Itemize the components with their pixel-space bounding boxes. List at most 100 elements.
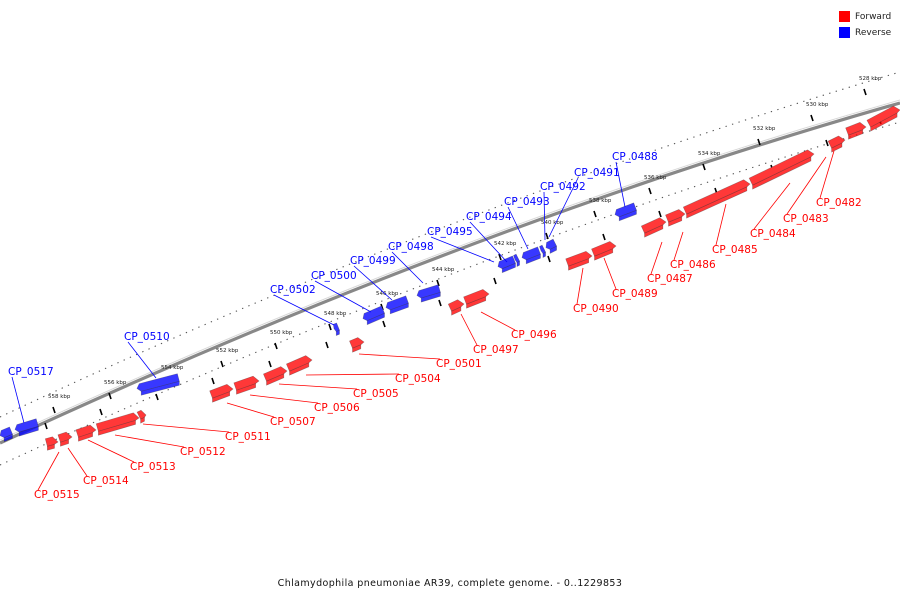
gene-cp-0487[interactable] — [640, 217, 667, 238]
gene-label[interactable]: CP_0517 — [8, 366, 54, 378]
tick-label: 544 kbp — [432, 267, 455, 273]
gene-cp-0505[interactable] — [263, 366, 288, 386]
tick-mark — [602, 233, 606, 241]
gene-cp-0482[interactable] — [845, 122, 867, 140]
gene-label[interactable]: CP_0482 — [816, 197, 862, 209]
gene-label[interactable]: CP_0495 — [427, 226, 473, 238]
gene-cp-0498[interactable] — [416, 284, 441, 303]
gene-cp-0485[interactable] — [682, 179, 751, 219]
gene-cp-0514[interactable] — [57, 431, 73, 447]
gene-cp-0504[interactable] — [286, 355, 313, 376]
gene-label[interactable]: CP_0487 — [647, 273, 693, 285]
gene-label[interactable]: CP_0488 — [612, 151, 658, 163]
gene-label[interactable]: CP_0506 — [314, 402, 360, 414]
gene-edge[interactable] — [0, 426, 13, 443]
gene-edge[interactable] — [866, 105, 900, 132]
leader-line — [11, 376, 25, 424]
gene-label[interactable]: CP_0494 — [466, 211, 512, 223]
gene-label[interactable]: CP_0514 — [83, 475, 129, 487]
gene-label[interactable]: CP_0489 — [612, 288, 658, 300]
tick-mark — [547, 255, 551, 263]
gene-cp-0497[interactable] — [447, 299, 465, 316]
genome-backbone — [0, 101, 900, 445]
tick-label: 546 kbp — [376, 291, 399, 297]
gene-cp-0510[interactable] — [136, 373, 180, 396]
gene-cp-0507[interactable] — [209, 384, 234, 403]
gene-label[interactable]: CP_0484 — [750, 228, 796, 240]
gene-label[interactable]: CP_0486 — [670, 259, 716, 271]
gene-cp-0506[interactable] — [233, 375, 260, 395]
leader-line — [548, 177, 579, 238]
gene-cp-0500[interactable] — [362, 305, 385, 326]
gene-label[interactable]: CP_0505 — [353, 388, 399, 400]
gene-cp-0495[interactable] — [513, 253, 520, 267]
gene-label[interactable]: CP_0504 — [395, 373, 441, 385]
tick-mark — [436, 279, 440, 287]
gene-cp-0489[interactable] — [591, 241, 617, 261]
gene-cp-0494[interactable] — [497, 255, 516, 274]
gene-label[interactable]: CP_0510 — [124, 331, 170, 343]
gene-label[interactable]: CP_0515 — [34, 489, 80, 501]
gene-label[interactable]: CP_0491 — [574, 167, 620, 179]
tick-label: 554 kbp — [161, 365, 184, 371]
gene-label[interactable]: CP_0502 — [270, 284, 316, 296]
gene-cp-0484[interactable] — [748, 149, 815, 190]
gene-cp-0491[interactable] — [545, 238, 557, 254]
tick-mark — [99, 408, 103, 416]
leader-line — [142, 423, 230, 433]
tick-mark — [810, 114, 814, 122]
gene-label[interactable]: CP_0483 — [783, 213, 829, 225]
gene-cp-0483[interactable] — [827, 135, 846, 153]
gene-label[interactable]: CP_0513 — [130, 461, 176, 473]
gene-label[interactable]: CP_0496 — [511, 329, 557, 341]
gene-label[interactable]: CP_0490 — [573, 303, 619, 315]
gene-label[interactable]: CP_0511 — [225, 431, 271, 443]
gene-cp-0501[interactable] — [349, 337, 365, 353]
gene-cp-0496[interactable] — [463, 289, 490, 309]
tick-mark — [438, 299, 442, 307]
gene-cp-0499[interactable] — [385, 295, 409, 315]
forward-swatch — [839, 11, 850, 22]
gene-cp-0517[interactable] — [14, 418, 39, 437]
gene-label[interactable]: CP_0499 — [350, 255, 396, 267]
gene-cp-0515[interactable] — [44, 436, 59, 451]
gene-cp-0488[interactable] — [614, 202, 637, 222]
tick-label: 550 kbp — [270, 330, 293, 336]
tick-label: 558 kbp — [48, 394, 71, 400]
gene-label[interactable]: CP_0512 — [180, 446, 226, 458]
gene-label[interactable]: CP_0501 — [436, 358, 482, 370]
leader-line — [87, 439, 135, 463]
gene-cp-0512[interactable] — [95, 412, 140, 436]
leader-line — [127, 341, 157, 379]
gene-cp-0513[interactable] — [75, 424, 97, 442]
legend-reverse-label: Reverse — [855, 27, 892, 38]
gene-label[interactable]: CP_0500 — [311, 270, 357, 282]
gene-label[interactable]: CP_0485 — [712, 244, 758, 256]
leader-line — [507, 206, 529, 250]
tick-label: 556 kbp — [104, 380, 127, 386]
tick-mark — [274, 342, 278, 350]
leader-line — [603, 257, 617, 290]
tick-mark — [545, 232, 549, 240]
gene-cp-0493[interactable] — [521, 246, 541, 265]
leader-line — [273, 294, 335, 326]
tick-mark — [493, 277, 497, 285]
leader-line — [480, 311, 516, 331]
gene-label[interactable]: CP_0498 — [388, 241, 434, 253]
leader-line — [460, 313, 478, 346]
legend-forward: Forward — [839, 9, 891, 24]
gene-cp-0502[interactable] — [333, 322, 340, 336]
gene-label[interactable]: CP_0493 — [504, 196, 550, 208]
tick-label: 528 kbp — [859, 76, 882, 82]
gene-cp-0511[interactable] — [136, 409, 147, 424]
leader-line — [819, 150, 835, 199]
gene-cp-0490[interactable] — [565, 250, 593, 271]
leader-line — [753, 182, 791, 230]
gene-cp-0486[interactable] — [665, 209, 686, 227]
gene-label[interactable]: CP_0497 — [473, 344, 519, 356]
gene-label[interactable]: CP_0507 — [270, 416, 316, 428]
tick-mark — [648, 187, 652, 195]
gene-cp-0492[interactable] — [539, 244, 546, 258]
gene-label[interactable]: CP_0492 — [540, 181, 586, 193]
tick-mark — [757, 138, 761, 146]
